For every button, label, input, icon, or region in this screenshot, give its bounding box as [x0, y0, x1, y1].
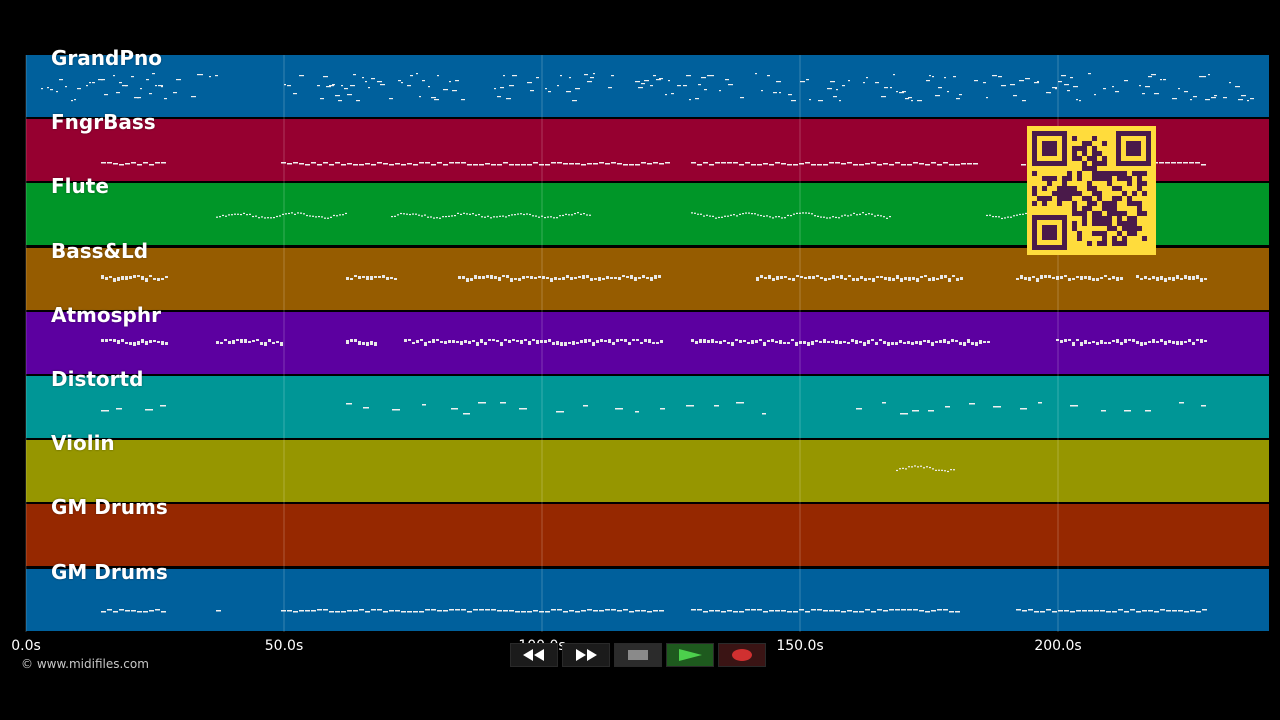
play-button[interactable]: [666, 643, 714, 667]
track-lane[interactable]: Violin: [26, 431, 1269, 503]
track-name: Distortd: [51, 367, 144, 391]
track-lane[interactable]: GM Drums: [26, 495, 1269, 567]
fast-forward-button[interactable]: [562, 643, 610, 667]
note-pattern: [41, 73, 1254, 102]
tick-label: 50.0s: [264, 638, 304, 654]
stop-button[interactable]: [614, 643, 662, 667]
track-name: FngrBass: [51, 110, 156, 135]
track-lane[interactable]: Bass&Ld: [26, 239, 1269, 310]
fast-forward-icon: [576, 649, 597, 661]
tick-label: 0.0s: [11, 638, 41, 654]
rewind-icon: [523, 649, 544, 661]
note-pattern: [101, 338, 1207, 346]
track-name: Atmosphr: [51, 302, 161, 327]
track-lane[interactable]: GrandPno: [26, 46, 1269, 117]
credit-text: © www.midifiles.com: [21, 657, 149, 671]
qr-code: [1027, 126, 1156, 255]
note-pattern: [216, 212, 1027, 220]
tick-label: 200.0s: [1034, 638, 1082, 654]
rewind-button[interactable]: [510, 643, 558, 667]
tick-label: 150.0s: [776, 638, 824, 654]
track-name: GM Drums: [51, 495, 168, 520]
track-lane[interactable]: Atmosphr: [26, 303, 1269, 374]
note-pattern: [26, 504, 1269, 566]
track-lane[interactable]: Distortd: [26, 367, 1269, 438]
note-pattern: [101, 274, 1207, 282]
track-name: Flute: [51, 174, 109, 199]
note-pattern: [896, 465, 955, 473]
transport-controls: [510, 643, 766, 669]
record-button[interactable]: [718, 643, 766, 667]
track-name: Violin: [51, 431, 115, 456]
stop-icon: [628, 650, 648, 660]
track-lane[interactable]: GM Drums: [26, 560, 1269, 631]
record-icon: [732, 649, 752, 661]
play-icon: [679, 649, 702, 661]
track-name: GrandPno: [51, 46, 162, 70]
track-name: Bass&Ld: [51, 238, 149, 263]
track-name: GM Drums: [51, 559, 168, 584]
note-pattern: [101, 402, 1206, 415]
note-pattern: [101, 608, 1207, 613]
